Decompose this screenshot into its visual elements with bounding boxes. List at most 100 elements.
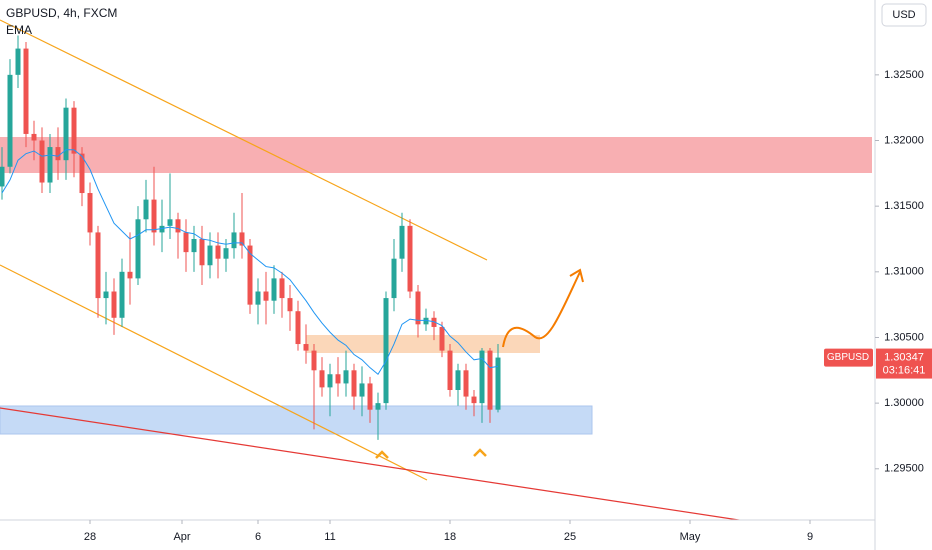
- candle-body: [463, 370, 469, 397]
- candle-body: [287, 298, 293, 312]
- candle-body: [223, 248, 229, 259]
- candle-body: [127, 271, 133, 279]
- time-axis: [0, 520, 875, 550]
- candle-body: [295, 311, 301, 345]
- candle-body: [151, 199, 157, 233]
- candle-body: [103, 291, 109, 299]
- arrow-head: [569, 268, 584, 283]
- candle-body: [439, 326, 445, 351]
- candle-body: [447, 350, 453, 390]
- candle-body: [95, 232, 101, 299]
- x-tick-label: 28: [84, 531, 96, 543]
- y-tick-label: 1.31500: [884, 200, 924, 212]
- candle-body: [311, 350, 317, 371]
- support-zone: [0, 405, 593, 435]
- candle-body: [199, 238, 205, 266]
- currency-button[interactable]: [881, 3, 927, 27]
- channel-upper: [0, 19, 488, 261]
- candle-body: [143, 199, 149, 220]
- indicator-label: EMA: [6, 23, 32, 37]
- y-tick-label: 1.29500: [884, 463, 924, 475]
- trend-line: [0, 407, 753, 523]
- symbol-tag: [824, 348, 873, 367]
- candle-body: [135, 219, 141, 279]
- candle-body: [431, 317, 437, 327]
- candle-body: [47, 147, 53, 183]
- candle-body: [359, 383, 365, 397]
- symbol-label: GBPUSD: [827, 352, 869, 363]
- candle-body: [23, 48, 29, 134]
- candle-body: [303, 344, 309, 351]
- candle-body: [7, 74, 13, 167]
- y-tick-label: 1.31000: [884, 266, 924, 278]
- x-tick-label: 11: [324, 531, 335, 543]
- candle-body: [415, 291, 421, 325]
- candle-body: [271, 278, 277, 301]
- candle-body: [383, 298, 389, 404]
- candle-body: [55, 147, 61, 161]
- y-tick-label: 1.30000: [884, 397, 924, 409]
- candle-body: [39, 140, 45, 183]
- candle-body: [167, 219, 173, 226]
- x-tick-label: 9: [807, 531, 813, 543]
- candle-body: [231, 232, 237, 249]
- candle-body: [407, 225, 413, 292]
- candle-body: [255, 291, 261, 305]
- x-tick-label: 18: [444, 531, 456, 543]
- candle-body: [15, 48, 21, 75]
- candle-body: [191, 238, 197, 253]
- x-tick-label: 6: [255, 531, 261, 543]
- candle-body: [335, 374, 341, 384]
- candle-body: [319, 370, 325, 388]
- currency-label[interactable]: USD: [892, 9, 915, 21]
- x-tick-label: May: [680, 531, 701, 543]
- last-price-label: 1.30347: [884, 351, 924, 363]
- plot-area: [0, 35, 501, 440]
- candle-body: [175, 219, 181, 233]
- x-tick-label: 25: [564, 531, 576, 543]
- candle-body: [111, 291, 117, 318]
- y-tick-label: 1.30500: [884, 331, 924, 343]
- candle-body: [495, 357, 501, 410]
- candle-body: [31, 133, 37, 141]
- ema-line: [1, 149, 499, 375]
- candle-body: [327, 374, 333, 388]
- caret-marker: [375, 450, 389, 459]
- candle-body: [79, 153, 85, 194]
- candle-body: [159, 225, 165, 233]
- candle-body: [87, 193, 93, 233]
- candle-body: [487, 350, 493, 410]
- caret-marker: [473, 448, 487, 457]
- y-tick-label: 1.32000: [884, 134, 924, 146]
- candle-body: [239, 232, 245, 246]
- price-tag: [876, 348, 932, 379]
- candle-body: [471, 396, 477, 404]
- candle-body: [279, 278, 285, 299]
- resistance-zone: [0, 137, 872, 173]
- candle-body: [343, 370, 349, 384]
- candle-body: [423, 317, 429, 325]
- candle-body: [391, 258, 397, 299]
- x-tick-label: Apr: [173, 531, 190, 543]
- channel-lower: [0, 264, 428, 481]
- candle-body: [207, 245, 213, 266]
- candle-body: [215, 245, 221, 259]
- countdown-label: 03:16:41: [883, 364, 926, 376]
- chart-title: GBPUSD, 4h, FXCM: [6, 6, 117, 20]
- candle-body: [63, 107, 69, 161]
- candle-body: [263, 291, 269, 301]
- candle-body: [375, 403, 381, 410]
- candle-body: [183, 232, 189, 253]
- candle-body: [247, 245, 253, 305]
- candle-body: [367, 383, 373, 410]
- candle-body: [71, 107, 77, 154]
- candle-body: [479, 350, 485, 404]
- y-tick-label: 1.32500: [884, 69, 924, 81]
- candle-body: [399, 225, 405, 259]
- projection-arrow: [502, 271, 581, 348]
- candle-body: [351, 370, 357, 397]
- candle-body: [0, 166, 5, 187]
- candle-body: [119, 271, 125, 318]
